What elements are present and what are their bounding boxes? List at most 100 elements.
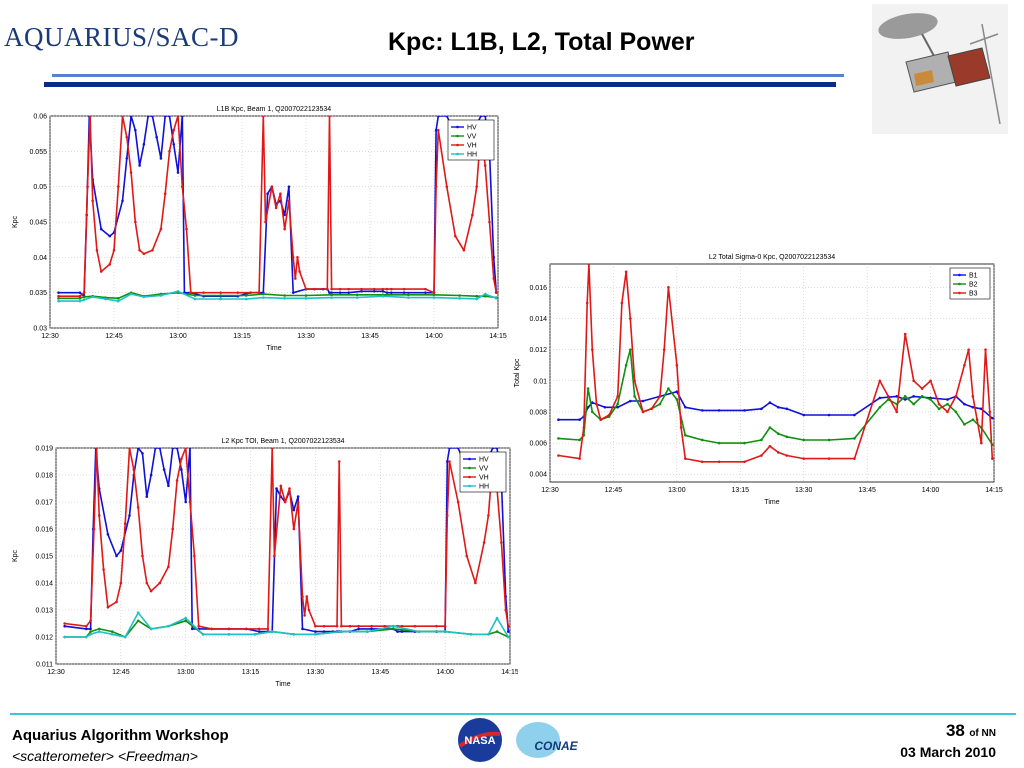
data-point-hh	[407, 296, 410, 299]
y-tick-label: 0.004	[529, 472, 547, 479]
data-point-vh	[210, 627, 213, 631]
chart-title: L2 Kpc TOI, Beam 1, Q2007022123534	[221, 438, 344, 445]
data-point-b1	[603, 405, 607, 409]
data-point-b3	[607, 413, 611, 417]
data-point-b3	[662, 348, 666, 351]
data-point-b3	[658, 395, 662, 398]
data-point-vh	[305, 595, 309, 598]
data-point-hv	[491, 448, 495, 450]
page-number-of: of NN	[969, 728, 996, 739]
data-point-vh	[307, 608, 311, 612]
data-point-b1	[590, 401, 594, 404]
footer-rule	[10, 713, 1016, 715]
data-point-vh	[188, 500, 192, 504]
data-point-hv	[162, 468, 166, 471]
data-point-vh	[462, 248, 466, 252]
data-point-b1	[971, 405, 975, 409]
data-point-vh	[102, 568, 105, 571]
data-point-vh	[400, 624, 404, 628]
y-tick-label: 0.006	[529, 441, 547, 448]
data-point-hv	[381, 289, 385, 293]
data-point-hv	[448, 448, 451, 450]
data-point-vh	[456, 500, 460, 504]
data-point-hv	[142, 142, 146, 146]
legend-marker-hv	[456, 125, 459, 129]
data-point-hv	[106, 533, 110, 536]
data-point-b3	[802, 457, 806, 460]
data-point-vh	[249, 291, 252, 294]
data-point-b3	[667, 286, 670, 289]
data-point-b1	[684, 405, 687, 409]
data-point-b1	[641, 399, 645, 403]
data-point-vh	[78, 294, 82, 298]
x-tick-label: 14:00	[922, 487, 940, 494]
data-point-vv	[458, 294, 461, 297]
y-tick-label: 0.016	[529, 285, 547, 292]
legend-entry-hv: HV	[479, 457, 489, 464]
data-point-hh	[283, 297, 286, 300]
data-point-hh	[129, 292, 133, 296]
data-point-vh	[168, 150, 171, 153]
data-point-vh	[294, 277, 297, 280]
data-point-b3	[895, 410, 899, 414]
data-point-hv	[171, 448, 175, 450]
data-point-hh	[57, 299, 60, 303]
data-point-vv	[495, 630, 499, 633]
data-point-vh	[257, 291, 261, 294]
data-point-vh	[257, 627, 261, 631]
data-point-vh	[92, 527, 96, 531]
data-point-hv	[159, 157, 163, 160]
data-point-b3	[853, 457, 856, 460]
data-point-vh	[348, 624, 352, 628]
data-point-hh	[82, 298, 86, 302]
x-axis-label: Time	[275, 681, 290, 688]
data-point-b3	[991, 457, 994, 460]
data-point-hv	[176, 171, 180, 174]
data-point-hv	[172, 142, 176, 146]
data-point-vh	[446, 514, 449, 517]
data-point-vh	[471, 213, 474, 217]
data-point-vv	[355, 293, 359, 297]
data-point-hv	[146, 116, 150, 118]
x-axis-label: Time	[764, 499, 779, 506]
data-point-vh	[500, 541, 503, 544]
legend-entry-vh: VH	[479, 475, 489, 482]
data-point-hv	[402, 291, 406, 294]
data-point-vh	[172, 128, 176, 132]
data-point-b3	[768, 444, 772, 448]
data-point-b2	[590, 410, 594, 414]
data-point-hh	[167, 624, 170, 628]
aquarius-sacd-logo: AQUARIUS/SAC-D	[4, 22, 240, 52]
data-point-b3	[717, 460, 721, 464]
data-point-vh	[279, 192, 282, 196]
data-point-hv	[257, 630, 261, 633]
legend-marker-b2	[958, 282, 961, 286]
data-point-vv	[330, 293, 333, 297]
data-point-hv	[456, 448, 460, 450]
data-point-b1	[802, 413, 806, 417]
data-point-hv	[492, 256, 496, 259]
data-point-vh	[296, 500, 300, 504]
data-point-vh	[149, 589, 153, 593]
data-point-b1	[743, 409, 746, 412]
data-point-hv	[296, 495, 300, 498]
data-point-b3	[971, 395, 975, 398]
data-point-vh	[304, 287, 308, 291]
data-point-b1	[991, 416, 994, 420]
data-point-b1	[629, 399, 632, 403]
data-point-vh	[134, 220, 137, 224]
data-point-hh	[219, 297, 222, 301]
chart-title: L1B Kpc, Beam 1, Q2007022123534	[217, 106, 332, 113]
y-tick-label: 0.05	[33, 184, 47, 191]
x-tick-label: 13:00	[668, 487, 686, 494]
data-point-hv	[141, 452, 144, 455]
data-point-hv	[190, 627, 194, 631]
data-point-b2	[629, 348, 632, 351]
data-point-vv	[244, 294, 248, 297]
data-point-hv	[283, 213, 286, 217]
legend-entry-hh: HH	[479, 484, 489, 491]
data-point-vh	[287, 199, 291, 203]
y-tick-label: 0.016	[35, 527, 53, 534]
data-point-hh	[104, 297, 107, 301]
x-tick-label: 13:15	[233, 333, 251, 340]
